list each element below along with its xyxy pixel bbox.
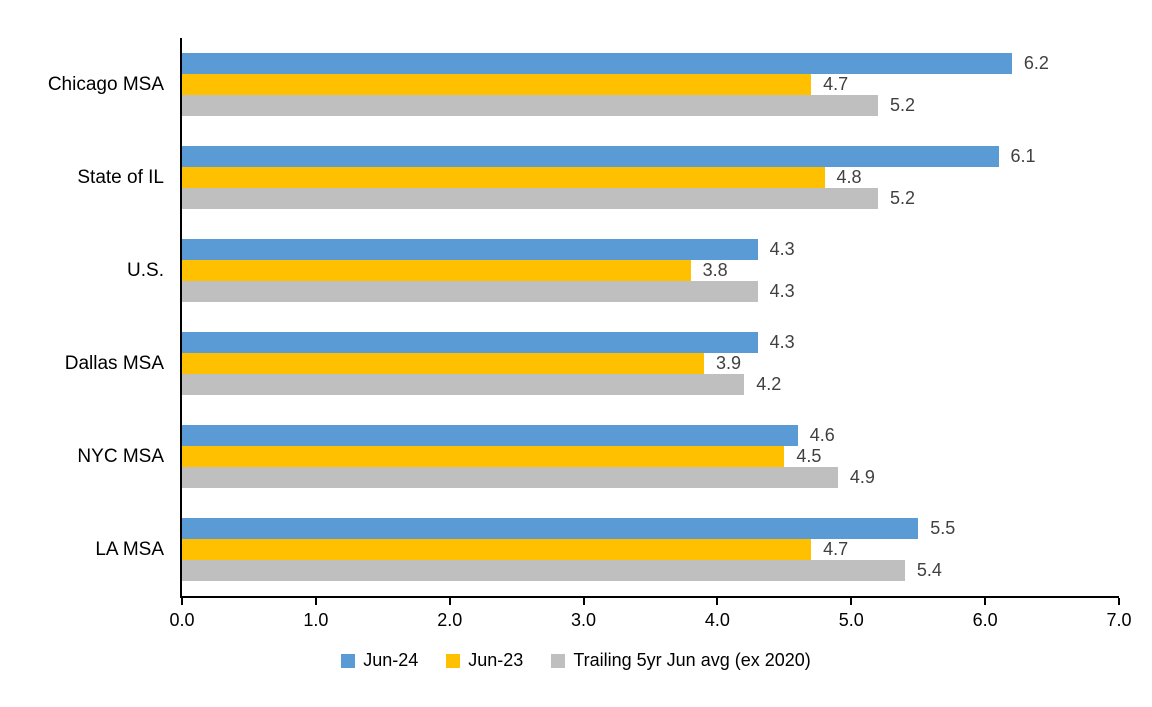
- category-label-u-s: U.S.: [127, 259, 164, 281]
- x-tick-label: 7.0: [1106, 610, 1132, 630]
- value-label-jun-23-dallas-msa: 3.9: [716, 353, 742, 373]
- x-tick-label: 4.0: [704, 610, 730, 630]
- x-tick-mark: [1118, 598, 1120, 605]
- category-label-nyc-msa: NYC MSA: [77, 445, 164, 467]
- value-label-trailing-5yr-jun-avg-ex-2020-nyc-msa: 4.9: [849, 467, 875, 487]
- legend-item-trailing-5yr-jun-avg-ex-2020: Trailing 5yr Jun avg (ex 2020): [551, 650, 811, 671]
- value-label-trailing-5yr-jun-avg-ex-2020-state-of-il: 5.2: [890, 188, 916, 208]
- x-tick-label: 3.0: [571, 610, 597, 630]
- x-tick-mark: [716, 598, 719, 605]
- value-label-trailing-5yr-jun-avg-ex-2020-dallas-msa: 4.2: [756, 374, 782, 394]
- bar-jun-24-state-of-il: [182, 146, 999, 167]
- bar-jun-24-nyc-msa: [182, 425, 798, 446]
- bar-jun-24-la-msa: [182, 518, 919, 539]
- legend-label-jun-24: Jun-24: [363, 650, 419, 670]
- bar-trailing-5yr-jun-avg-ex-2020-u-s: [182, 281, 758, 302]
- legend-swatch-jun-24: [341, 653, 356, 668]
- x-tick-label: 2.0: [437, 610, 463, 630]
- bar-jun-24-dallas-msa: [182, 332, 758, 353]
- bar-trailing-5yr-jun-avg-ex-2020-nyc-msa: [182, 467, 838, 488]
- plot-area: 6.2 4.7 5.2 6.1 4.8 5.2 4.3 3.8 4.3 4.3 3.9 4.2 4.6 4…: [180, 38, 1119, 598]
- bar-jun-23-chicago-msa: [182, 74, 812, 95]
- value-label-trailing-5yr-jun-avg-ex-2020-la-msa: 5.4: [916, 560, 942, 580]
- value-label-jun-23-chicago-msa: 4.7: [823, 74, 849, 94]
- bar-jun-23-state-of-il: [182, 167, 825, 188]
- bar-jun-23-nyc-msa: [182, 446, 785, 467]
- legend: Jun-24 Jun-23 Trailing 5yr Jun avg (ex 202…: [0, 650, 1152, 671]
- x-tick-mark: [181, 598, 183, 605]
- category-label-chicago-msa: Chicago MSA: [47, 73, 164, 95]
- x-tick-mark: [448, 598, 451, 605]
- category-label-la-msa: LA MSA: [95, 538, 164, 560]
- value-label-jun-24-nyc-msa: 4.6: [809, 425, 835, 445]
- bar-jun-23-u-s: [182, 260, 691, 281]
- x-axis: 0.0 1.0 2.0 3.0 4.0 5.0 6.0 7.0: [169, 598, 1132, 648]
- bar-trailing-5yr-jun-avg-ex-2020-chicago-msa: [182, 95, 879, 116]
- x-tick-label: 0.0: [169, 610, 195, 630]
- value-label-jun-23-state-of-il: 4.8: [836, 167, 862, 187]
- bar-trailing-5yr-jun-avg-ex-2020-state-of-il: [182, 188, 879, 209]
- category-label-state-of-il: State of IL: [77, 166, 164, 188]
- legend-label-jun-23: Jun-23: [468, 650, 524, 670]
- bar-trailing-5yr-jun-avg-ex-2020-la-msa: [182, 560, 905, 581]
- x-tick-mark: [314, 598, 317, 605]
- value-label-jun-23-u-s: 3.8: [702, 260, 728, 280]
- legend-item-jun-23: Jun-23: [446, 650, 523, 671]
- value-label-trailing-5yr-jun-avg-ex-2020-u-s: 4.3: [769, 281, 795, 301]
- legend-label-trailing-5yr-jun-avg-ex-2020: Trailing 5yr Jun avg (ex 2020): [573, 650, 811, 670]
- value-label-jun-24-u-s: 4.3: [769, 239, 795, 259]
- category-axis: Chicago MSA State of IL U.S. Dallas MSA NYC …: [0, 38, 180, 596]
- bar-jun-24-u-s: [182, 239, 758, 260]
- bar-jun-24-chicago-msa: [182, 53, 1012, 74]
- category-label-dallas-msa: Dallas MSA: [64, 352, 164, 374]
- legend-item-jun-24: Jun-24: [341, 650, 418, 671]
- x-tick-label: 6.0: [972, 610, 998, 630]
- value-label-jun-23-nyc-msa: 4.5: [796, 446, 822, 466]
- value-label-jun-24-state-of-il: 6.1: [1010, 146, 1036, 166]
- x-tick-mark: [984, 598, 987, 605]
- legend-swatch-jun-23: [446, 653, 461, 668]
- value-label-jun-23-la-msa: 4.7: [823, 539, 849, 559]
- value-label-trailing-5yr-jun-avg-ex-2020-chicago-msa: 5.2: [890, 95, 916, 115]
- bar-jun-23-la-msa: [182, 539, 812, 560]
- value-label-jun-24-dallas-msa: 4.3: [769, 332, 795, 352]
- bar-trailing-5yr-jun-avg-ex-2020-dallas-msa: [182, 374, 745, 395]
- x-tick-mark: [582, 598, 585, 605]
- x-tick-label: 1.0: [303, 610, 329, 630]
- value-label-jun-24-la-msa: 5.5: [930, 518, 956, 538]
- legend-swatch-trailing-5yr-jun-avg-ex-2020: [551, 653, 566, 668]
- x-tick-mark: [850, 598, 853, 605]
- bar-jun-23-dallas-msa: [182, 353, 705, 374]
- value-label-jun-24-chicago-msa: 6.2: [1023, 53, 1049, 73]
- x-tick-label: 5.0: [838, 610, 864, 630]
